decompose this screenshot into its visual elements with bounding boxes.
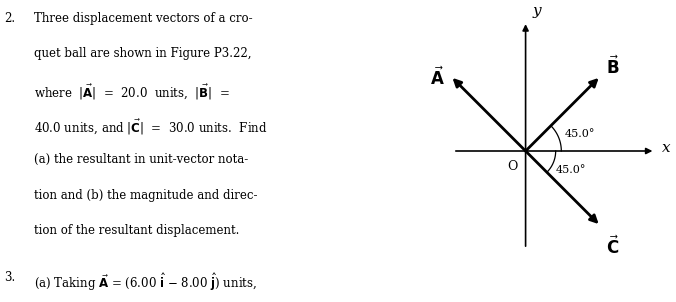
Text: O: O xyxy=(508,160,518,173)
Text: 45.0°: 45.0° xyxy=(565,129,596,139)
Text: where  $|\vec{\mathbf{A}}|$  =  20.0  units,  $|\vec{\mathbf{B}}|$  =: where $|\vec{\mathbf{A}}|$ = 20.0 units,… xyxy=(34,83,230,102)
Text: tion and (b) the magnitude and direc-: tion and (b) the magnitude and direc- xyxy=(34,189,258,202)
Text: x: x xyxy=(662,141,671,155)
Text: $\vec{\mathbf{A}}$: $\vec{\mathbf{A}}$ xyxy=(430,67,445,89)
Text: 2.: 2. xyxy=(4,12,15,25)
Text: $\vec{\mathbf{B}}$: $\vec{\mathbf{B}}$ xyxy=(606,55,620,78)
Text: 45.0°: 45.0° xyxy=(556,165,586,175)
Text: tion of the resultant displacement.: tion of the resultant displacement. xyxy=(34,224,239,237)
Text: $\vec{\mathbf{C}}$: $\vec{\mathbf{C}}$ xyxy=(606,235,620,258)
Text: 40.0 units, and $|\vec{\mathbf{C}}|$  =  30.0 units.  Find: 40.0 units, and $|\vec{\mathbf{C}}|$ = 3… xyxy=(34,118,268,137)
Text: quet ball are shown in Figure P3.22,: quet ball are shown in Figure P3.22, xyxy=(34,47,251,60)
Text: y: y xyxy=(532,4,541,18)
Text: Three displacement vectors of a cro-: Three displacement vectors of a cro- xyxy=(34,12,253,25)
Text: (a) the resultant in unit-vector nota-: (a) the resultant in unit-vector nota- xyxy=(34,153,248,166)
Text: (a) Taking $\vec{\mathbf{A}}$ = (6.00 $\hat{\mathbf{i}}$ $-$ 8.00 $\hat{\mathbf{: (a) Taking $\vec{\mathbf{A}}$ = (6.00 $\… xyxy=(34,271,258,294)
Text: 3.: 3. xyxy=(4,271,15,284)
